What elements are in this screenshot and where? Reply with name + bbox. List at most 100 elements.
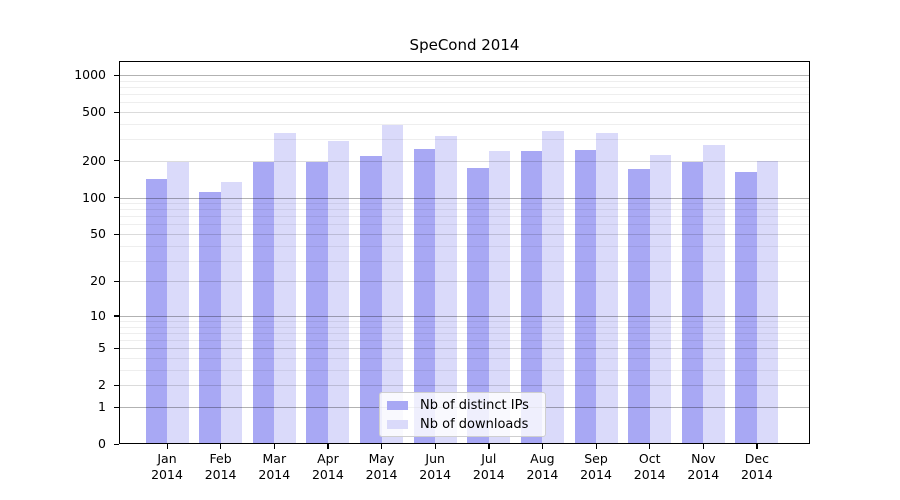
x-tick-label: Dec 2014 xyxy=(740,451,773,482)
gridline xyxy=(120,358,809,359)
x-tick-label: Jul 2014 xyxy=(472,451,505,482)
x-tick-label: Nov 2014 xyxy=(687,451,720,482)
gridline xyxy=(120,260,809,262)
gridline xyxy=(120,281,809,283)
x-tick xyxy=(541,444,544,449)
y-tick xyxy=(114,384,119,387)
x-tick-label: Oct 2014 xyxy=(633,451,666,482)
gridline xyxy=(120,80,809,82)
gridline xyxy=(120,245,809,247)
y-tick xyxy=(114,74,119,76)
bar-nb-of-downloads xyxy=(381,125,403,444)
gridline xyxy=(120,112,809,113)
y-tick xyxy=(114,315,119,317)
x-tick-label: Jun 2014 xyxy=(419,451,452,482)
gridline xyxy=(120,197,809,199)
bar-nb-of-distinct-ips xyxy=(574,150,596,444)
bar-nb-of-distinct-ips xyxy=(145,179,167,444)
bar-nb-of-distinct-ips xyxy=(681,161,704,444)
x-tick xyxy=(327,444,329,449)
bar-nb-of-downloads xyxy=(274,133,296,444)
gridline xyxy=(120,370,809,371)
gridline xyxy=(120,209,809,211)
y-tick-label: 1000 xyxy=(74,67,106,82)
x-tick-label: Mar 2014 xyxy=(258,451,291,482)
bar-nb-of-distinct-ips xyxy=(360,155,382,444)
x-tick-label: Feb 2014 xyxy=(204,451,237,482)
y-tick-label: 50 xyxy=(90,226,106,241)
bar-nb-of-distinct-ips xyxy=(252,161,275,444)
bar-nb-of-downloads xyxy=(488,151,511,444)
legend-label: Nb of distinct IPs xyxy=(420,397,529,413)
x-tick-label: Jan 2014 xyxy=(151,451,183,482)
x-tick-label: Apr 2014 xyxy=(311,451,344,482)
gridline xyxy=(120,94,809,95)
legend: Nb of distinct IPs Nb of downloads xyxy=(379,392,546,437)
gridline xyxy=(120,139,809,141)
legend-swatch-downloads xyxy=(387,419,408,429)
y-tick-label: 2 xyxy=(98,377,106,393)
bar-nb-of-downloads xyxy=(542,131,564,444)
y-tick xyxy=(114,111,119,113)
gridline xyxy=(120,102,809,104)
bar-nb-of-downloads xyxy=(756,160,779,444)
x-tick xyxy=(488,444,490,449)
y-tick-label: 100 xyxy=(82,189,106,205)
y-tick-label: 10 xyxy=(90,307,106,323)
x-tick xyxy=(434,444,436,449)
y-tick xyxy=(114,406,119,408)
legend-swatch-distinct-ips xyxy=(387,400,408,410)
gridline xyxy=(120,123,809,125)
gridline xyxy=(120,224,809,226)
gridline xyxy=(120,332,809,334)
gridline xyxy=(120,75,809,76)
bar-nb-of-distinct-ips xyxy=(467,168,489,444)
bar-nb-of-distinct-ips xyxy=(628,169,650,444)
y-tick-label: 500 xyxy=(82,104,106,119)
legend-item: Nb of downloads xyxy=(387,417,545,432)
bar-nb-of-distinct-ips xyxy=(306,161,328,444)
bar-nb-of-downloads xyxy=(220,181,243,444)
legend-item: Nb of distinct IPs xyxy=(387,398,545,413)
y-tick xyxy=(114,280,119,283)
x-tick xyxy=(756,444,758,449)
gridline xyxy=(120,234,809,235)
gridline xyxy=(120,321,809,322)
bar-nb-of-distinct-ips xyxy=(413,149,436,444)
x-tick xyxy=(381,444,383,449)
bar-nb-of-distinct-ips xyxy=(735,171,757,444)
bar-nb-of-distinct-ips xyxy=(199,191,221,444)
gridline xyxy=(120,216,809,218)
gridline xyxy=(120,86,809,88)
gridline xyxy=(120,340,809,342)
y-tick-label: 0 xyxy=(98,436,106,451)
bar-nb-of-distinct-ips xyxy=(520,150,543,444)
x-tick-label: May 2014 xyxy=(365,451,398,482)
y-tick xyxy=(114,443,119,445)
bar-nb-of-downloads xyxy=(703,145,725,444)
legend-label: Nb of downloads xyxy=(420,416,529,432)
bar-nb-of-downloads xyxy=(327,141,350,444)
gridline xyxy=(120,315,809,317)
bar-nb-of-downloads xyxy=(435,136,457,444)
y-tick-label: 1 xyxy=(98,399,106,414)
gridline xyxy=(120,203,809,205)
y-tick xyxy=(114,347,119,350)
x-tick xyxy=(702,444,705,449)
bar-nb-of-downloads xyxy=(167,161,189,444)
bar-nb-of-downloads xyxy=(596,133,618,444)
gridline xyxy=(120,385,809,387)
gridline xyxy=(120,326,809,328)
y-tick xyxy=(114,233,119,235)
y-tick-label: 20 xyxy=(90,273,106,289)
x-tick xyxy=(166,444,168,449)
x-tick xyxy=(273,444,276,449)
y-tick-label: 5 xyxy=(98,340,106,356)
gridline xyxy=(120,160,809,162)
x-tick-label: Sep 2014 xyxy=(580,451,612,482)
x-tick xyxy=(595,444,597,449)
y-tick-label: 200 xyxy=(82,152,106,168)
x-tick xyxy=(649,444,651,449)
x-tick xyxy=(220,444,222,449)
